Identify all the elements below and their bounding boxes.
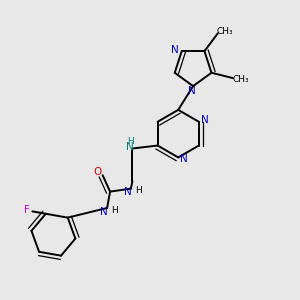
Text: O: O bbox=[93, 167, 101, 177]
Text: H: H bbox=[127, 137, 134, 146]
Text: CH₃: CH₃ bbox=[217, 27, 234, 36]
Text: N: N bbox=[180, 154, 188, 164]
Text: N: N bbox=[126, 142, 134, 152]
Text: CH₃: CH₃ bbox=[232, 74, 249, 83]
Text: N: N bbox=[171, 45, 179, 55]
Text: N: N bbox=[124, 187, 132, 196]
Text: H: H bbox=[111, 206, 118, 215]
Text: F: F bbox=[24, 205, 30, 215]
Text: H: H bbox=[135, 186, 142, 195]
Text: N: N bbox=[201, 115, 208, 125]
Text: N: N bbox=[100, 207, 108, 218]
Text: N: N bbox=[188, 85, 196, 96]
